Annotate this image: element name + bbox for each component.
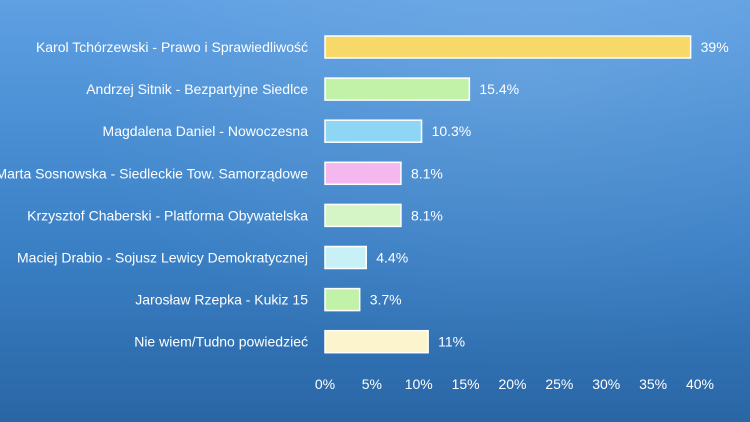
value-labels-group: 39% 15.4% 10.3% 8.1% 8.1% 4.4% 3.7% 11% — [370, 39, 729, 350]
x-tick-label-4: 15% — [452, 376, 480, 392]
bars-group — [324, 35, 692, 354]
x-axis-ticks-group: 0% 5% 10% 15% 20% 25% 30% 35% 40% — [315, 376, 714, 392]
bar-3 — [324, 119, 423, 143]
category-label-7: Jarosław Rzepka - Kukiz 15 — [135, 292, 308, 308]
x-tick-label-9: 40% — [686, 376, 714, 392]
bar-5 — [324, 203, 402, 228]
category-label-8: Nie wiem/Tudno powiedzieć — [134, 334, 308, 350]
value-label-5: 8.1% — [411, 207, 443, 223]
value-label-2: 15.4% — [479, 81, 519, 97]
x-tick-label-6: 25% — [545, 376, 573, 392]
value-label-4: 8.1% — [411, 165, 443, 181]
category-label-5: Krzysztof Chaberski - Platforma Obywatel… — [27, 207, 308, 223]
value-label-7: 3.7% — [370, 292, 402, 308]
x-tick-label-1: 0% — [315, 376, 335, 392]
x-tick-label-5: 20% — [498, 376, 526, 392]
bar-1 — [324, 35, 692, 59]
value-label-3: 10.3% — [432, 123, 472, 139]
x-tick-label-8: 35% — [639, 376, 667, 392]
category-label-1: Karol Tchórzewski - Prawo i Sprawiedliwo… — [36, 39, 308, 55]
bar-7 — [324, 287, 361, 312]
bar-2 — [324, 77, 471, 101]
value-label-1: 39% — [701, 39, 729, 55]
bar-8 — [324, 329, 429, 354]
category-label-3: Magdalena Daniel - Nowoczesna — [103, 123, 309, 139]
category-label-2: Andrzej Sitnik - Bezpartyjne Siedlce — [86, 81, 308, 97]
value-label-8: 11% — [438, 334, 465, 350]
bar-6 — [324, 245, 367, 270]
x-tick-label-7: 30% — [592, 376, 620, 392]
x-tick-label-2: 5% — [362, 376, 382, 392]
x-tick-label-3: 10% — [405, 376, 433, 392]
bar-4 — [324, 161, 402, 186]
category-labels-group: Karol Tchórzewski - Prawo i Sprawiedliwo… — [0, 39, 308, 350]
value-label-6: 4.4% — [376, 250, 408, 266]
category-label-6: Maciej Drabio - Sojusz Lewicy Demokratyc… — [17, 250, 308, 266]
category-label-4: Marta Sosnowska - Siedleckie Tow. Samorz… — [0, 165, 308, 181]
